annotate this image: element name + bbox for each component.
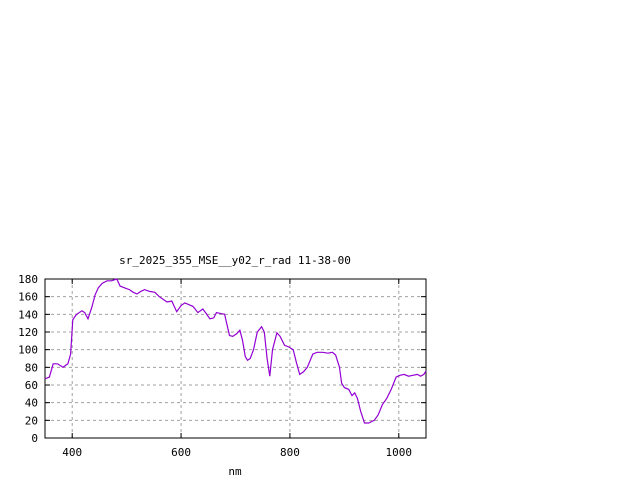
y-tick-label: 40 xyxy=(25,397,38,410)
y-tick-label: 0 xyxy=(31,432,38,445)
y-tick-label: 60 xyxy=(25,379,38,392)
y-tick-label: 80 xyxy=(25,361,38,374)
plot-frame xyxy=(44,278,427,439)
y-tick-label: 160 xyxy=(18,291,38,304)
chart-title: sr_2025_355_MSE__y02_r_rad 11-38-00 xyxy=(119,254,351,267)
y-tick-label: 120 xyxy=(18,326,38,339)
y-tick-label: 100 xyxy=(18,344,38,357)
x-axis-label: nm xyxy=(228,465,242,478)
axis-ticks: 0 20 40 60 80 100 120 140 160 180 400 600 800 1000 xyxy=(18,273,426,459)
x-tick-label: 600 xyxy=(171,446,191,459)
y-tick-label: 140 xyxy=(18,308,38,321)
series-line xyxy=(44,278,427,424)
grid-lines xyxy=(45,279,426,438)
y-tick-label: 180 xyxy=(18,273,38,286)
y-tick-label: 20 xyxy=(25,414,38,427)
x-tick-label: 1000 xyxy=(386,446,413,459)
x-tick-label: 400 xyxy=(62,446,82,459)
x-tick-label: 800 xyxy=(280,446,300,459)
